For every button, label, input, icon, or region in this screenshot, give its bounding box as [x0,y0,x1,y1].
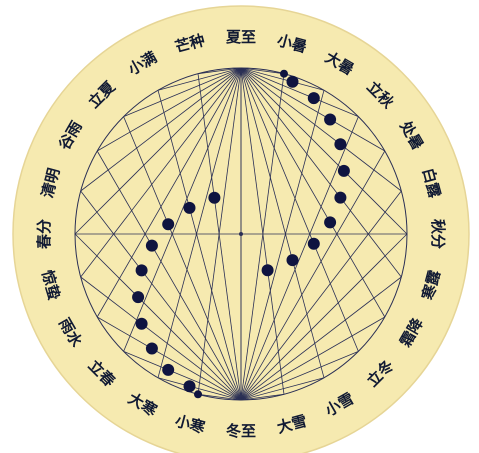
sight-line-xiazhi-xiaoman [157,67,242,91]
shadow-dot-chunfen [132,291,145,304]
sight-line-dongzhi-qingming [80,190,242,401]
sight-line-dongzhi-dahan [157,377,242,401]
sight-line-dongzhi-xiaoxue [240,377,325,401]
sight-line-xiazhi-chushu [240,67,385,152]
sight-line-xiazhi-shuangjiang [240,67,386,318]
shadow-dot-lixia [162,218,175,231]
shadow-dot-shuangjiang [324,216,337,229]
sight-line-dongzhi-guyu [96,150,242,401]
shadow-dot-dahan [183,380,196,393]
shadow-dot-guyu [145,239,158,252]
center-point [239,232,243,236]
sight-line-xiazhi-xiaohan [197,67,242,395]
sight-line-dongzhi-hanlu [240,276,402,401]
sight-line-xiazhi-guyu [97,67,242,152]
term-label-dongzhi: 冬至 [226,422,256,440]
sight-line-dongzhi-qiufen [240,233,408,401]
sight-line-xiazhi-liqiu [240,67,359,117]
shadow-dot-yushui [145,342,158,355]
sight-line-dongzhi-mangzhong [197,73,242,401]
sight-line-dongzhi-lixia [123,116,242,401]
shadow-dot-dashu [286,75,299,88]
sight-line-xiazhi-xiaoxue [240,67,325,378]
shadow-dot-qingming [135,264,148,277]
shadow-dots [132,69,350,399]
sight-line-xiazhi-chunfen [74,67,242,235]
sight-line-dongzhi-shuangjiang [240,316,385,401]
shadow-dot-xiaoshu [280,69,288,78]
sight-line-xiazhi-dahan [157,67,242,378]
sight-line-dongzhi-yushui [97,316,242,401]
sight-line-xiazhi-dashu [240,67,325,91]
sight-line-dongzhi-chunfen [74,233,242,401]
shadow-dot-lidong [307,237,320,250]
term-label-qiufen: 秋分 [429,219,447,249]
sight-line-dongzhi-xiaohan [197,393,242,401]
sight-line-xiazhi-lixia [123,67,242,117]
sight-line-dongzhi-chushu [240,150,386,401]
shadow-dot-xiaoxue [286,254,299,267]
sight-line-xiazhi-lidong [240,67,359,352]
sight-lines [74,67,408,401]
sight-line-dongzhi-daxue [240,393,285,401]
sight-line-xiazhi-lichun [123,67,242,352]
shadow-dot-liqiu [307,92,320,105]
shadow-dot-xiaoman [183,201,196,214]
sight-line-dongzhi-xiaoman [157,90,242,401]
shadow-dot-mangzhong [208,191,221,204]
sight-line-xiazhi-xiaoshu [240,67,285,75]
term-label-xiazhi: 夏至 [225,28,256,46]
sight-line-xiazhi-bailu [240,67,402,192]
term-label-chunfen: 春分 [35,219,53,249]
sight-line-xiazhi-qingming [80,67,242,192]
sight-line-xiazhi-mangzhong [197,67,242,75]
shadow-dot-daxue [261,264,274,277]
sight-line-xiazhi-yushui [96,67,242,318]
shadow-dot-bailu [334,138,347,151]
shadow-dot-xiaohan [194,390,202,399]
sight-line-xiazhi-hanlu [240,67,402,278]
shadow-dot-lichun [162,363,175,376]
sight-line-dongzhi-lidong [240,351,359,401]
sight-line-dongzhi-liqiu [240,116,359,401]
sight-line-dongzhi-dashu [240,90,325,401]
shadow-dot-jingzhe [135,317,148,330]
sight-line-dongzhi-xiaoshu [240,73,285,401]
sight-line-dongzhi-lichun [123,351,242,401]
sight-line-xiazhi-daxue [240,67,285,395]
sight-line-dongzhi-jingzhe [80,276,242,401]
shadow-dot-qiufen [337,164,350,177]
sight-line-xiazhi-qiufen [240,67,408,235]
shadow-dot-chushu [324,113,337,126]
sight-line-dongzhi-bailu [240,190,402,401]
shadow-dot-hanlu [334,191,347,204]
sight-line-xiazhi-jingzhe [80,67,242,278]
